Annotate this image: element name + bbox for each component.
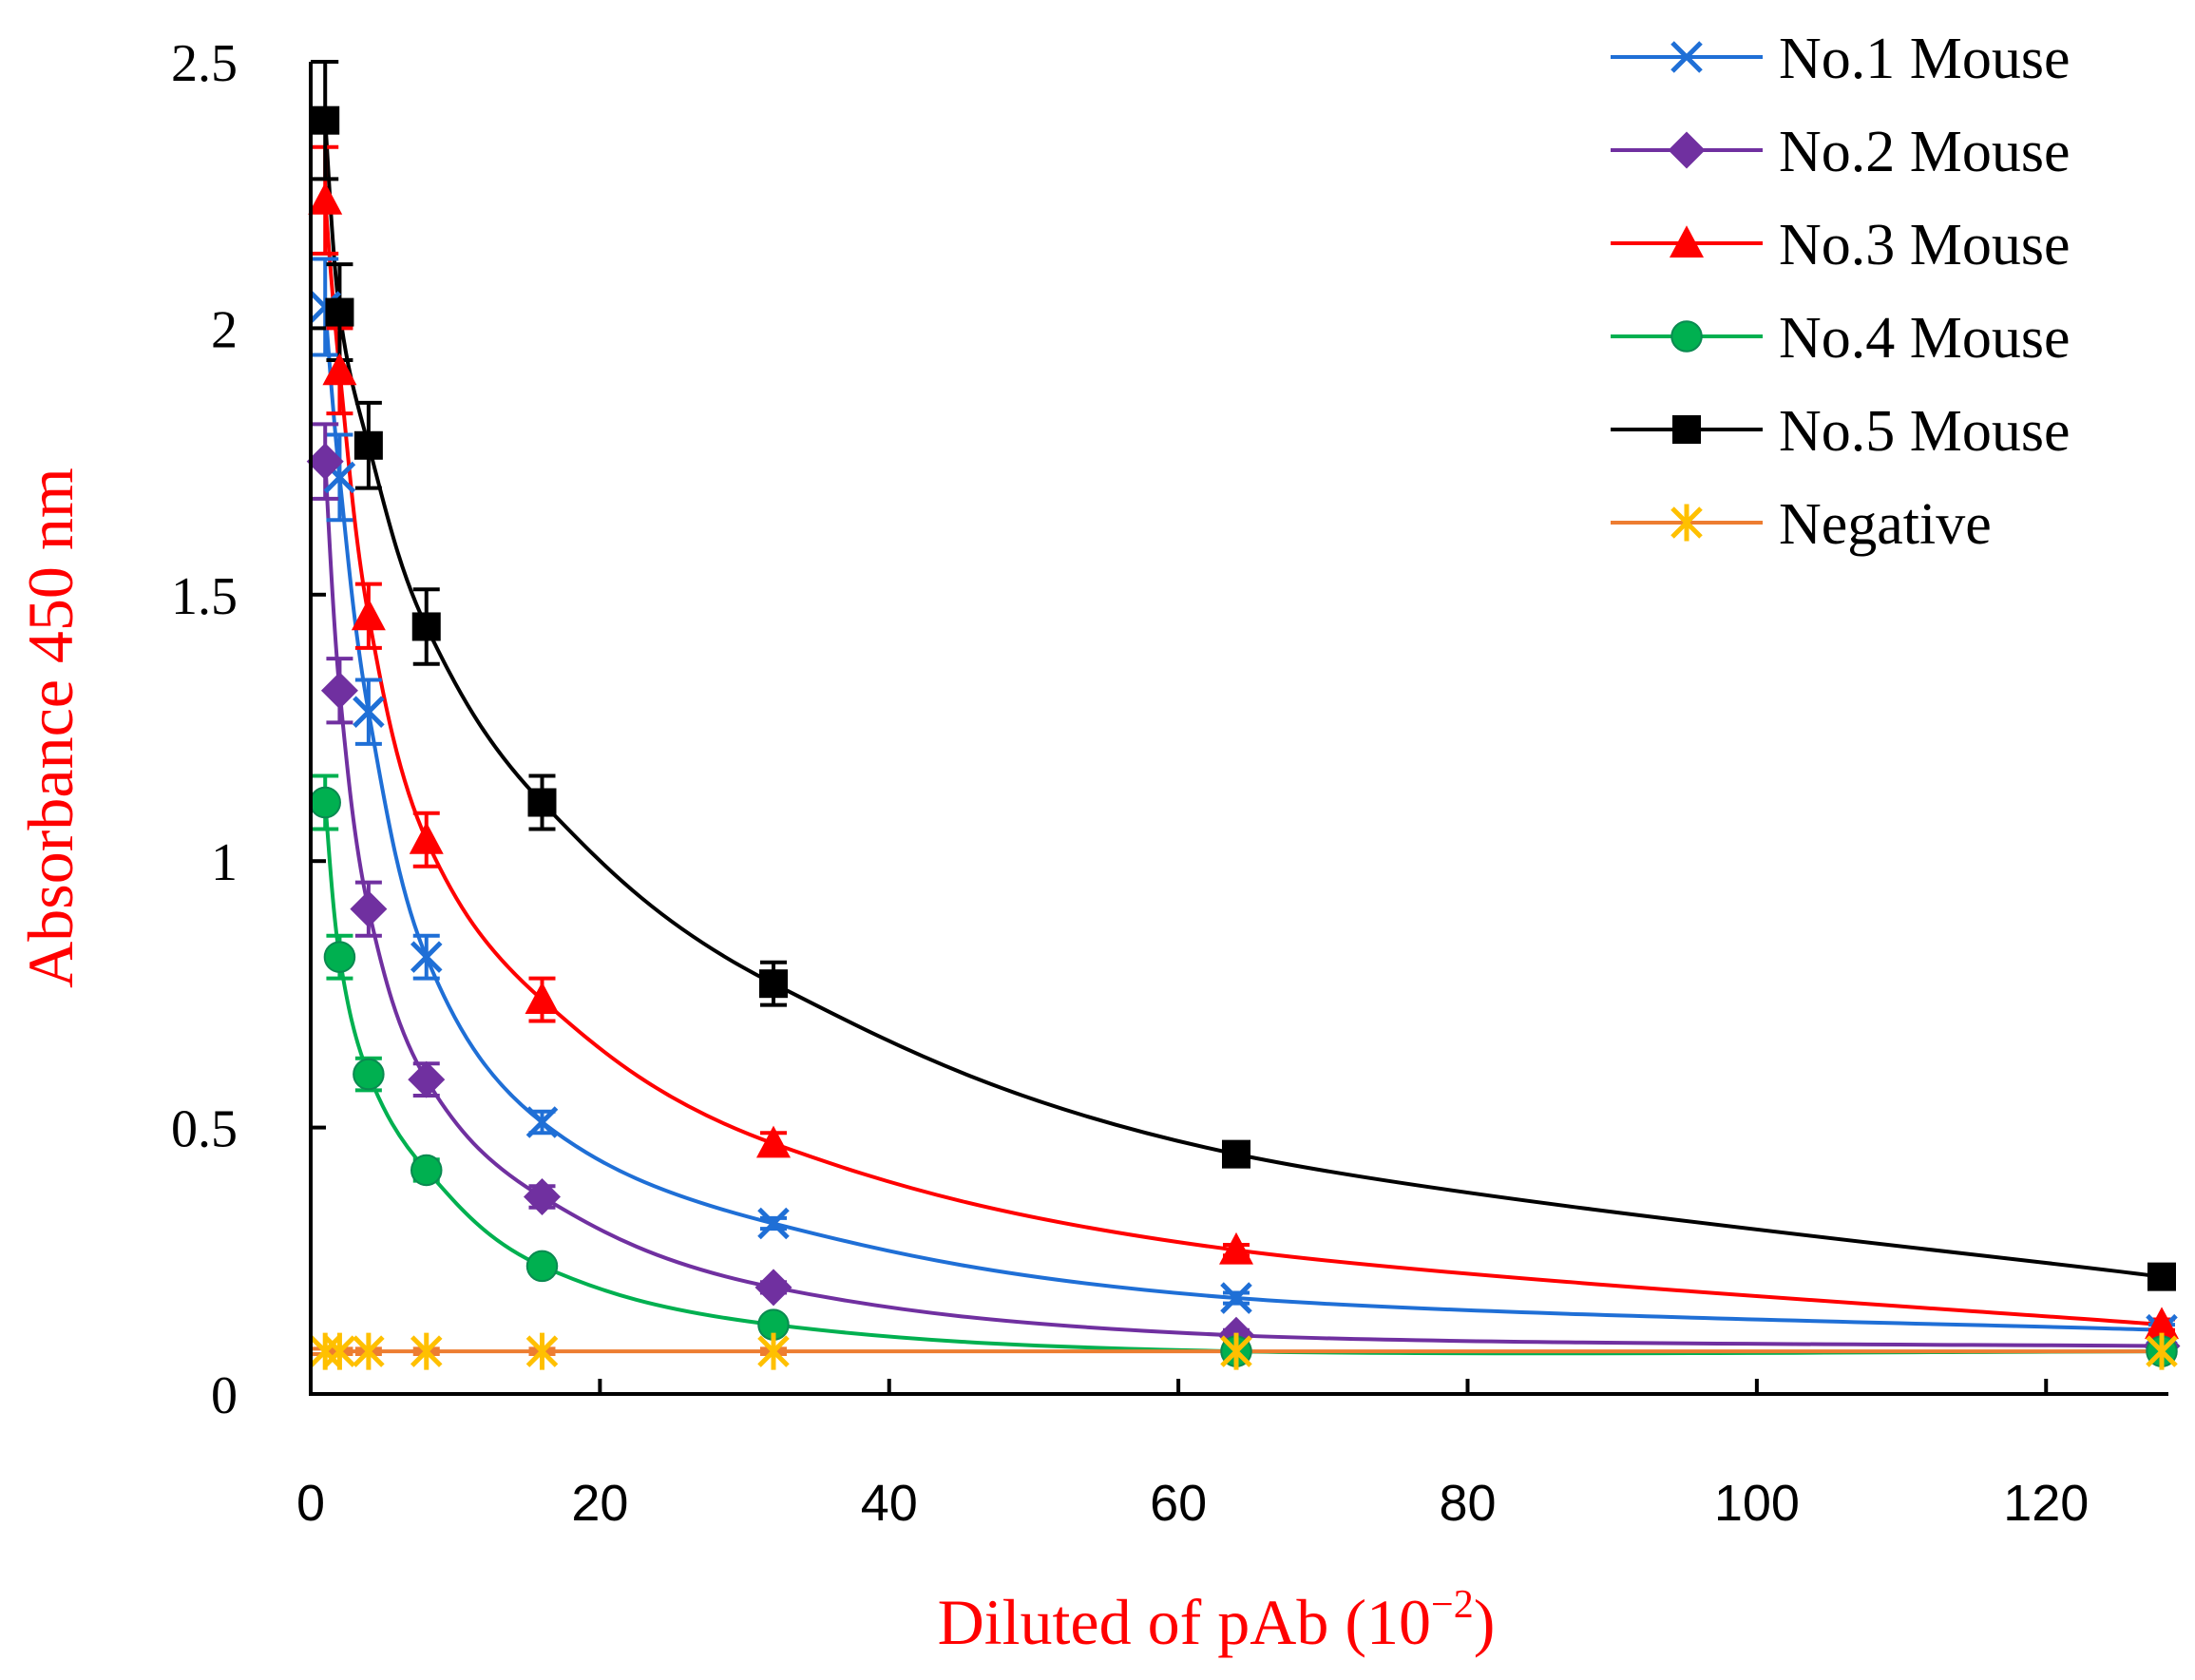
data-point: [2145, 1307, 2179, 1340]
y-tick-label: 0.5: [171, 1100, 238, 1159]
legend-marker: [1672, 415, 1701, 444]
data-point: [409, 822, 444, 854]
data-point: [309, 786, 341, 819]
x-tick-label: 40: [861, 1475, 918, 1532]
data-point: [350, 890, 388, 928]
x-tick-label: 100: [1714, 1475, 1800, 1532]
y-tick-label: 1.5: [171, 567, 238, 626]
legend-label: No.2 Mouse: [1779, 120, 2071, 184]
data-point: [525, 1332, 559, 1370]
data-point: [410, 941, 443, 973]
y-tick-label: 2.5: [171, 34, 238, 93]
data-point: [525, 982, 560, 1015]
data-point: [1220, 1332, 1252, 1370]
data-point: [757, 1207, 790, 1240]
x-tick-label: 0: [296, 1475, 325, 1532]
data-point: [408, 1060, 446, 1098]
data-point: [308, 182, 343, 215]
y-tick-label: 1: [211, 833, 238, 892]
data-point: [1219, 1231, 1253, 1265]
legend-marker: [1668, 131, 1706, 169]
legend-item: No.3 Mouse: [1611, 213, 2071, 277]
data-point: [325, 297, 354, 327]
y-axis-title: Absorbance 450 nm: [14, 468, 86, 988]
data-point: [353, 1332, 385, 1370]
data-point: [410, 1154, 443, 1187]
legend-label: No.4 Mouse: [1779, 306, 2071, 371]
data-point: [757, 1332, 790, 1370]
legend-label: No.3 Mouse: [1779, 213, 2071, 277]
legend-item: No.5 Mouse: [1611, 399, 2071, 464]
legend-item: No.2 Mouse: [1611, 120, 2071, 184]
series-line-3: [323, 802, 2163, 1356]
x-tick-label: 80: [1439, 1475, 1496, 1532]
data-point: [1222, 1139, 1250, 1169]
y-tick-label: 2: [211, 300, 238, 359]
data-point: [411, 612, 441, 641]
x-axis-title-close: ): [1474, 1586, 1496, 1658]
x-axis-title-main: Diluted of pAb (10: [938, 1586, 1431, 1658]
x-tick-label: 20: [571, 1475, 628, 1532]
data-point: [322, 353, 357, 386]
series-line-4: [323, 120, 2163, 1279]
x-axis-title-superscript: −2: [1431, 1583, 1474, 1627]
data-point: [351, 598, 386, 631]
x-tick-label: 60: [1150, 1475, 1207, 1532]
data-point: [353, 696, 385, 728]
data-point: [754, 1269, 792, 1307]
x-axis-title: Diluted of pAb (10−2): [938, 1583, 1496, 1658]
axis-ticks: 0 0.5 1 1.5 2 2.5 0 20 40 60 80 100 120: [171, 34, 2089, 1532]
data-point: [1220, 1282, 1252, 1314]
legend: No.1 Mouse No.2 Mouse No.3 Mouse No.4 Mouse…: [1611, 27, 2071, 557]
data-point: [353, 1058, 385, 1091]
series-line-0: [323, 306, 2163, 1332]
legend-item: No.4 Mouse: [1611, 306, 2071, 371]
series-line-1: [323, 461, 2163, 1348]
data-point: [525, 1106, 559, 1138]
legend-label: No.1 Mouse: [1779, 27, 2071, 91]
axes: [309, 62, 2168, 1396]
data-point: [524, 1178, 561, 1216]
legend-item: Negative: [1611, 492, 1992, 557]
legend-label: Negative: [1779, 492, 1992, 557]
data-point: [525, 1250, 559, 1283]
data-point: [323, 1332, 356, 1370]
data-point: [2146, 1332, 2178, 1370]
data-point: [756, 1125, 791, 1158]
legend-item: No.1 Mouse: [1611, 27, 2071, 91]
legend-marker: [1670, 320, 1703, 353]
y-tick-label: 0: [211, 1366, 238, 1425]
data-point: [759, 969, 788, 999]
data-point: [2147, 1262, 2176, 1291]
legend-marker: [1670, 504, 1703, 542]
data-point: [306, 443, 344, 481]
data-markers: [306, 105, 2181, 1370]
legend-label: No.5 Mouse: [1779, 399, 2071, 464]
data-point: [410, 1332, 443, 1370]
legend-marker: [1670, 41, 1703, 73]
data-point: [527, 788, 557, 817]
x-tick-label: 120: [2003, 1475, 2089, 1532]
legend-marker: [1670, 225, 1704, 258]
data-point: [320, 672, 358, 710]
series-line-2: [323, 200, 2163, 1327]
data-point: [311, 105, 340, 135]
data-point: [353, 430, 383, 460]
data-point: [323, 941, 356, 973]
